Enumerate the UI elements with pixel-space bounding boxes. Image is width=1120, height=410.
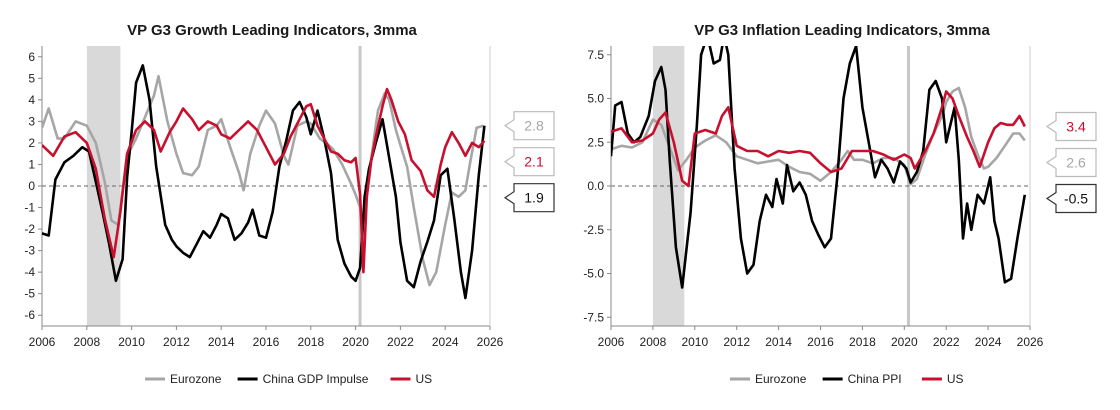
y-tick-label: 4 [28, 93, 35, 107]
y-tick-label: 0.0 [587, 179, 604, 193]
growth-chart: VP G3 Growth Leading Indicators, 3mma -6… [24, 22, 555, 386]
legend-label: Eurozone [170, 372, 222, 386]
x-tick-label: 2026 [1017, 335, 1044, 349]
y-tick-label: 3 [28, 114, 35, 128]
callout-box [503, 183, 555, 213]
y-tick-label: -5.0 [583, 267, 604, 281]
y-tick-label: 6 [28, 50, 35, 64]
y-tick-label: 0 [28, 179, 35, 193]
x-tick-label: 2008 [640, 335, 667, 349]
china-gdp-impulse-line [42, 64, 486, 300]
callout-value: 1.9 [524, 190, 544, 206]
x-tick-label: 2020 [891, 335, 918, 349]
eurozone-line [611, 86, 1026, 186]
legend-label: China GDP Impulse [263, 372, 369, 386]
x-tick-label: 2012 [723, 335, 750, 349]
y-tick-label: -6 [24, 308, 35, 322]
chart-title: VP G3 Inflation Leading Indicators, 3mma [694, 22, 990, 39]
callout-box [503, 147, 555, 177]
y-tick-label: -2 [24, 222, 35, 236]
callout-box [1045, 111, 1097, 142]
y-tick-label: 2.5 [587, 135, 604, 149]
y-tick-label: -1 [24, 201, 35, 215]
y-tick-label: -7.5 [583, 310, 604, 324]
x-tick-label: 2006 [598, 335, 625, 349]
us-line [42, 87, 486, 274]
x-tick-label: 2018 [297, 335, 324, 349]
y-tick-label: -2.5 [583, 223, 604, 237]
x-tick-label: 2008 [73, 335, 100, 349]
inflation-chart: VP G3 Inflation Leading Indicators, 3mma… [583, 22, 1097, 386]
x-tick-label: 2010 [681, 335, 708, 349]
legend-label: US [416, 372, 433, 386]
x-tick-label: 2016 [253, 335, 280, 349]
us-line [611, 90, 1026, 188]
x-tick-label: 2014 [765, 335, 792, 349]
callout-value: 2.8 [524, 118, 544, 134]
china-ppi-line [611, 46, 1027, 289]
x-tick-label: 2018 [849, 335, 876, 349]
y-tick-label: -3 [24, 244, 35, 258]
x-tick-label: 2024 [975, 335, 1002, 349]
y-tick-label: 5.0 [587, 92, 604, 106]
x-tick-label: 2006 [29, 335, 56, 349]
x-tick-label: 2010 [118, 335, 145, 349]
x-tick-label: 2014 [208, 335, 235, 349]
x-tick-label: 2020 [342, 335, 369, 349]
callout-value: 2.1 [524, 154, 544, 170]
legend-label: Eurozone [755, 372, 807, 386]
x-tick-label: 2022 [933, 335, 960, 349]
callout-value: 3.4 [1066, 119, 1086, 135]
y-tick-label: -5 [24, 287, 35, 301]
x-tick-label: 2022 [387, 335, 414, 349]
callout-box [1045, 147, 1097, 178]
callout-value: 2.6 [1066, 155, 1086, 171]
x-tick-label: 2016 [807, 335, 834, 349]
y-tick-label: 7.5 [587, 48, 604, 62]
callout-box [503, 111, 555, 141]
legend-label: US [947, 372, 964, 386]
x-tick-label: 2026 [477, 335, 504, 349]
callout-value: -0.5 [1064, 191, 1088, 207]
x-tick-label: 2012 [163, 335, 190, 349]
y-tick-label: 2 [28, 136, 35, 150]
callout-box [1045, 183, 1097, 214]
x-tick-label: 2024 [432, 335, 459, 349]
legend-label: China PPI [848, 372, 902, 386]
y-tick-label: -4 [24, 265, 35, 279]
y-tick-label: 5 [28, 71, 35, 85]
chart-title: VP G3 Growth Leading Indicators, 3mma [127, 22, 417, 39]
y-tick-label: 1 [28, 157, 35, 171]
